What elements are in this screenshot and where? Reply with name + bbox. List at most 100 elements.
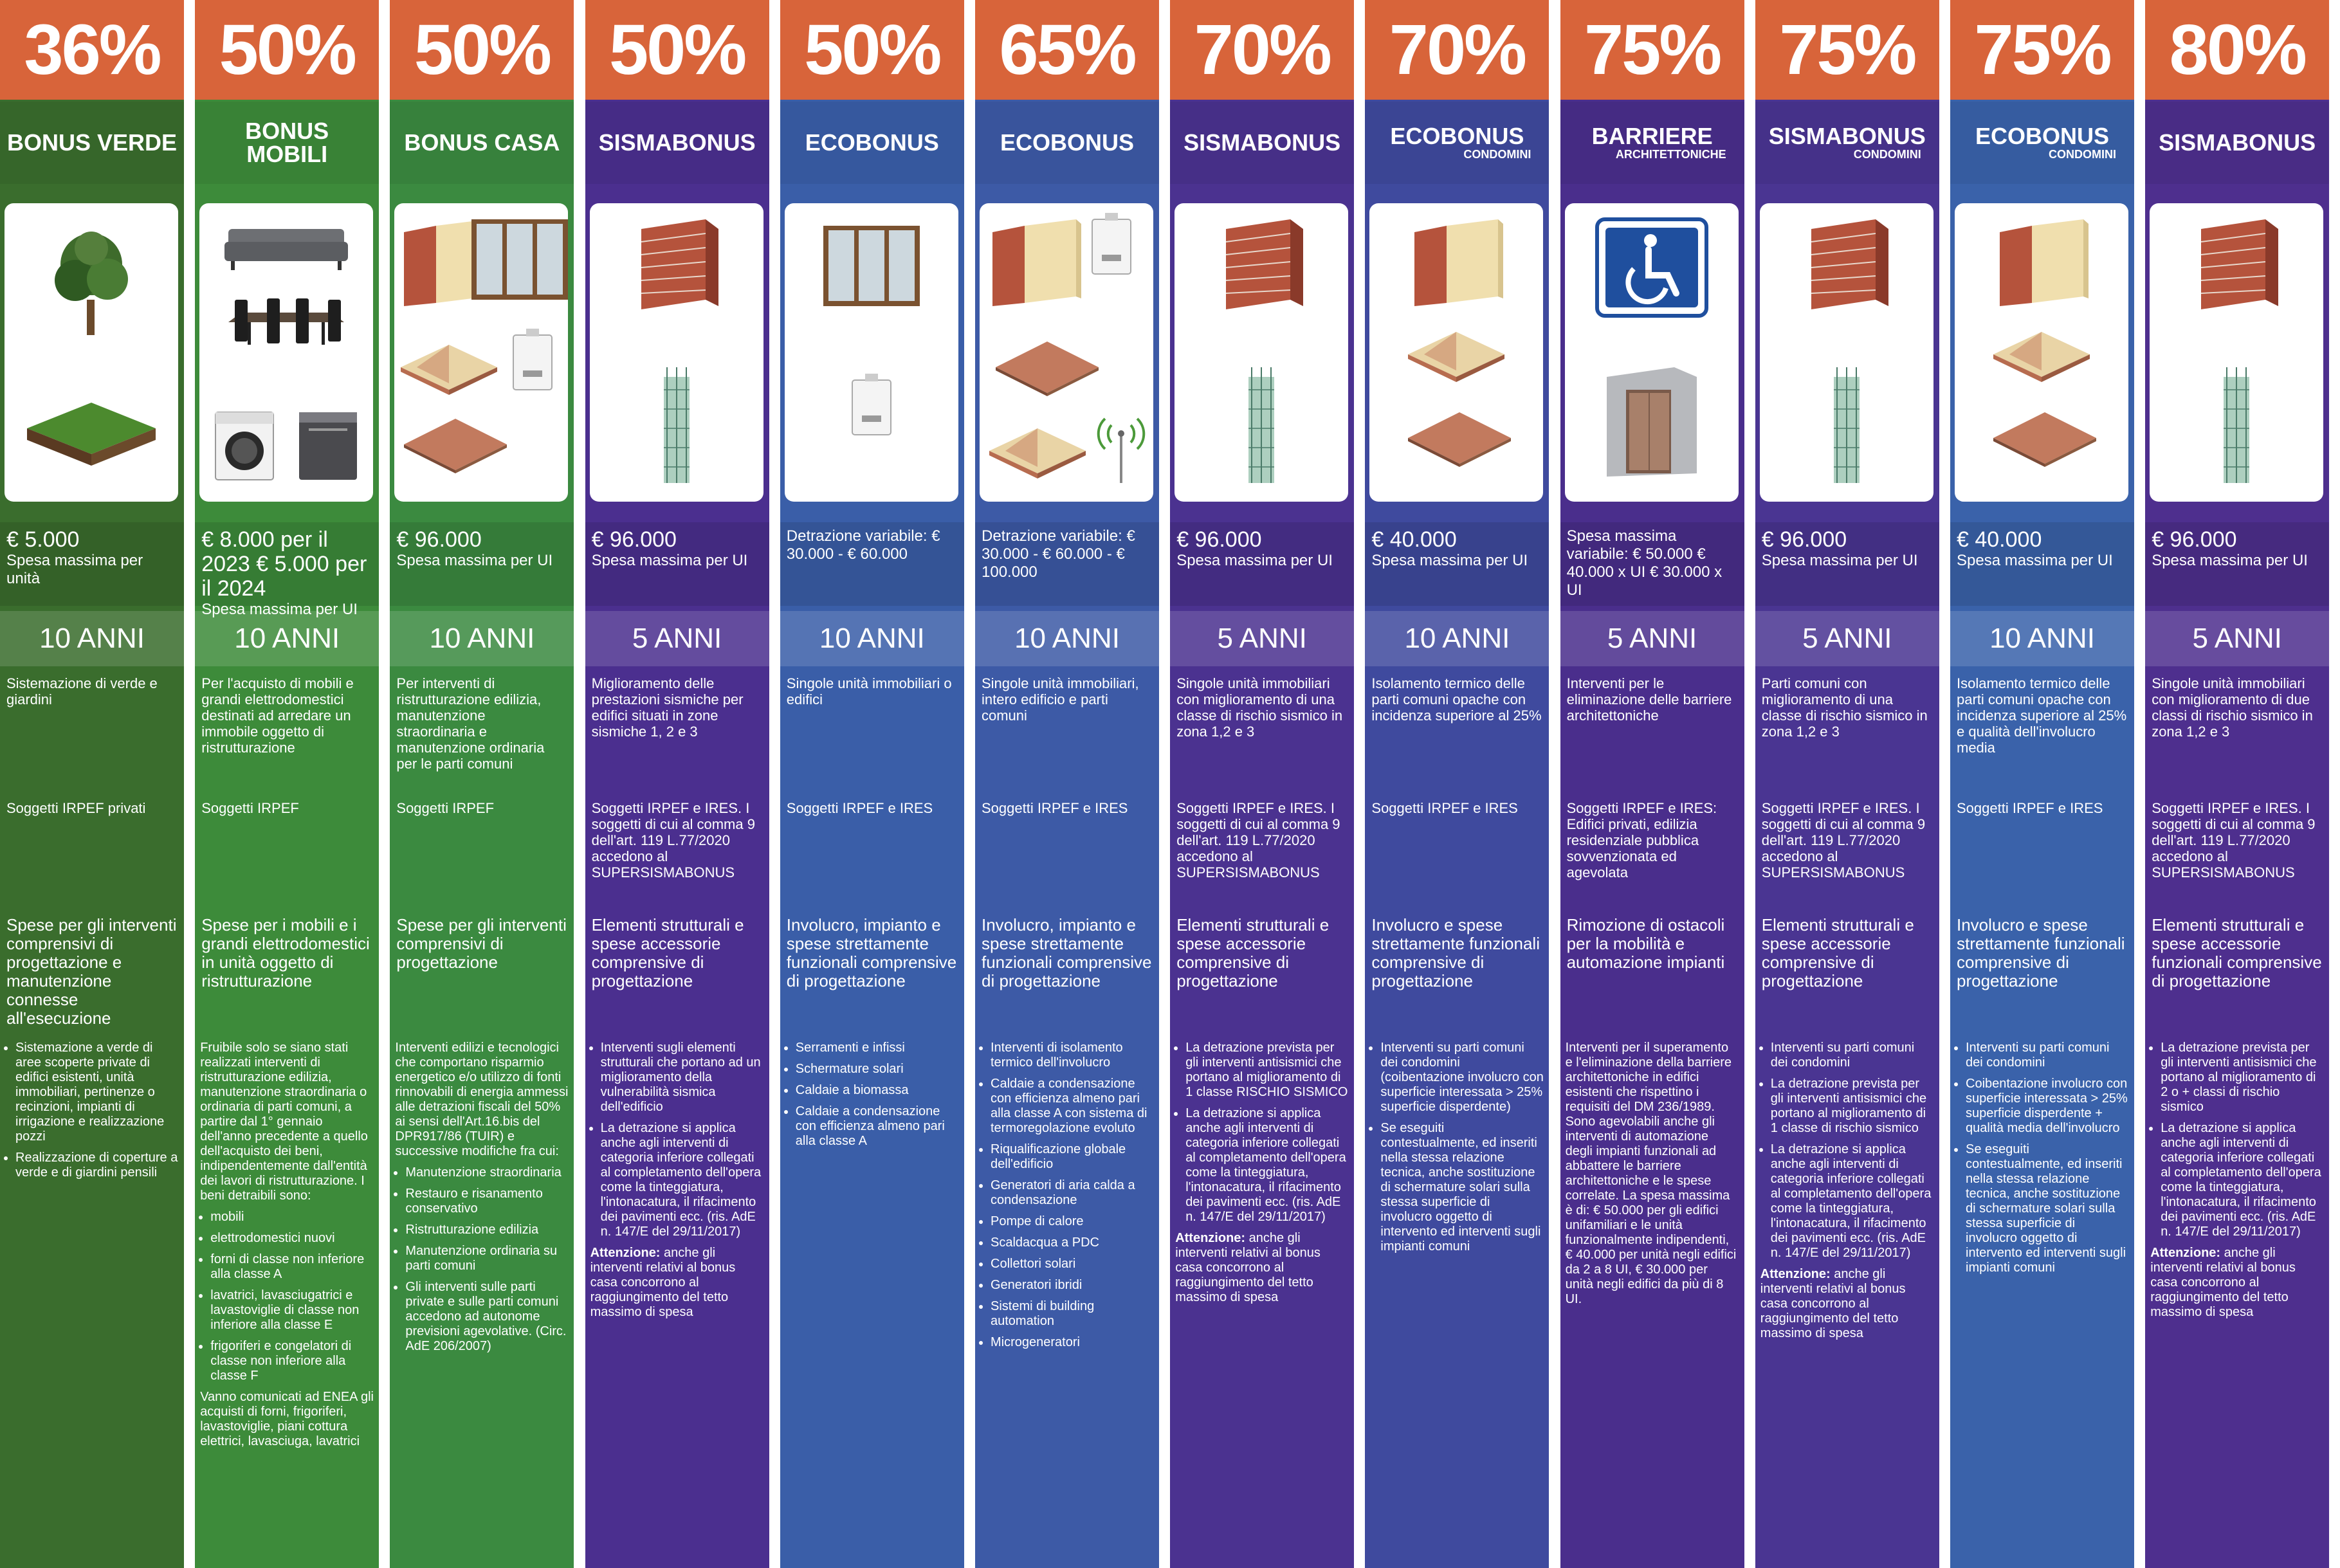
boiler-icon — [1092, 213, 1131, 275]
wall-icon — [2201, 219, 2279, 309]
amount-note: Spesa massima per UI — [1957, 552, 2113, 569]
max-amount: Spesa massima variabile: € 50.000 € 40.0… — [1560, 522, 1744, 606]
bonus-notes: La detrazione prevista per gli intervent… — [1170, 1037, 1354, 1564]
eligible-subjects: Soggetti IRPEF privati — [6, 800, 146, 816]
note-item: Scaldacqua a PDC — [991, 1235, 1154, 1250]
amount-value: € 5.000 — [6, 527, 80, 552]
note-item: frigoriferi e congelatori di classe non … — [210, 1339, 374, 1383]
bonus-subtitle: ARCHITETTONICHE — [1615, 148, 1726, 161]
wall-icon — [641, 219, 718, 309]
max-amount: € 96.000 Spesa massima per UI — [2145, 522, 2330, 606]
note-item: Realizzazione di coperture a verde e di … — [15, 1151, 179, 1180]
roof-icon — [989, 428, 1086, 479]
max-amount: € 40.000 Spesa massima per UI — [1950, 522, 2134, 606]
percent-label: 65% — [975, 0, 1159, 100]
eligible-subjects: Soggetti IRPEF e IRES: Edifici privati, … — [1566, 800, 1717, 880]
illustration-panel — [784, 203, 958, 502]
bonus-title: SISMABONUS — [1170, 102, 1355, 184]
bonus-title: ECOBONUS — [780, 102, 964, 184]
bonus-title: SISMABONUS CONDOMINI — [1755, 102, 1939, 184]
bonus-title-text: BONUS CASA — [404, 129, 560, 156]
attention-note: Attenzione: anche gli interventi relativ… — [1760, 1267, 1934, 1341]
amount-value: € 96.000 — [1761, 527, 1847, 552]
amount-note: Detrazione variabile: € 30.000 - € 60.00… — [982, 527, 1135, 581]
window-icon — [471, 219, 569, 300]
percent-label: 36% — [0, 0, 184, 100]
eligible-expenses: Involucro e spese strettamente funzional… — [1371, 915, 1540, 990]
roof-icon — [1993, 412, 2096, 467]
wheelchair-icon — [1595, 217, 1708, 318]
note-item: Interventi su parti comuni dei condomini… — [1380, 1041, 1544, 1115]
note-paragraph: Fruibile solo se siano stati realizzati … — [200, 1041, 368, 1203]
amount-value: € 40.000 — [1371, 527, 1457, 552]
duration-years: 10 ANNI — [0, 611, 184, 666]
grass-icon — [27, 403, 156, 466]
dishwasher-icon — [299, 412, 358, 480]
amount-note: Spesa massima per UI — [201, 601, 358, 618]
boiler-icon — [513, 329, 553, 390]
eligible-expenses: Involucro e spese strettamente funzional… — [1957, 915, 2125, 990]
notes-list: Serramenti e infissi Schermature solari Ca… — [785, 1041, 959, 1149]
bonus-column: 50% BONUS MOBILI € 8.000 per il 2023 € 5.0… — [195, 0, 379, 1568]
bonus-notes: Sistemazione a verde di aree scoperte pr… — [0, 1037, 184, 1564]
note-paragraph: Interventi edilizi e tecnologici che com… — [395, 1041, 569, 1158]
amount-note: Spesa massima variabile: € 50.000 € 40.0… — [1566, 527, 1723, 599]
attention-note: Attenzione: anche gli interventi relativ… — [2150, 1246, 2324, 1320]
column-icon — [1248, 367, 1275, 483]
percent-label: 70% — [1365, 0, 1549, 100]
washer-icon — [215, 412, 275, 480]
eligible-expenses: Spese per gli interventi comprensivi di … — [6, 915, 177, 1028]
illustration-panel — [1759, 203, 1933, 502]
note-item: La detrazione si applica anche agli inte… — [2161, 1121, 2324, 1239]
percent-label: 75% — [1755, 0, 1939, 100]
attention-text: anche gli interventi relativi al bonus c… — [2150, 1246, 2296, 1319]
note-item: Restauro e risanamento conservativo — [405, 1187, 569, 1216]
bonus-title: SISMABONUS — [585, 102, 769, 184]
percent-label: 80% — [2145, 0, 2330, 100]
illustration-panel — [589, 203, 763, 502]
bonus-description: Miglioramento delle prestazioni sismiche… — [591, 675, 744, 740]
bonus-column: 50% ECOBONUS Detrazione variabile: € 30.00… — [780, 0, 964, 1568]
illustration-panel — [980, 203, 1153, 502]
roof-icon — [401, 345, 498, 395]
bonus-title-text: ECOBONUS — [1975, 123, 2110, 149]
note-item: Gli interventi sulle parti private e sul… — [405, 1280, 569, 1354]
amount-value: € 96.000 — [1176, 527, 1262, 552]
bonus-column: 70% SISMABONUS € 96.000 Spesa massima per U… — [1170, 0, 1355, 1568]
note-item: Schermature solari — [796, 1062, 959, 1077]
wall-icon — [992, 219, 1081, 306]
max-amount: € 8.000 per il 2023 € 5.000 per il 2024 S… — [195, 522, 379, 618]
note-item: Pompe di calore — [991, 1214, 1154, 1229]
bonus-title-text: SISMABONUS — [1184, 129, 1341, 156]
notes-list: La detrazione prevista per gli intervent… — [1175, 1041, 1349, 1225]
bonus-column: 50% BONUS CASA € 96.000 Spesa massima per U… — [390, 0, 574, 1568]
max-amount: € 96.000 Spesa massima per UI — [390, 522, 574, 606]
illustration-panel — [2150, 203, 2324, 502]
duration-years: 10 ANNI — [390, 611, 574, 666]
amount-note: Spesa massima per unità — [6, 552, 143, 587]
bonus-description: Singole unità immobiliari con migliorame… — [1176, 675, 1343, 740]
attention-text: anche gli interventi relativi al bonus c… — [1175, 1231, 1321, 1304]
bonus-title-text: BARRIERE — [1591, 123, 1713, 149]
eligible-subjects: Soggetti IRPEF e IRES — [982, 800, 1128, 816]
illustration-panel — [1175, 203, 1349, 502]
bonus-title-text: ECOBONUS — [805, 129, 939, 156]
bonus-column: 75% BARRIERE ARCHITETTONICHE Spesa massima … — [1560, 0, 1744, 1568]
bonus-title-text: SISMABONUS — [2159, 129, 2316, 156]
percent-label: 75% — [1950, 0, 2134, 100]
bonus-title-text: SISMABONUS — [598, 129, 756, 156]
amount-value: € 8.000 per il 2023 € 5.000 per il 2024 — [201, 527, 367, 601]
note-paragraph: Interventi per il superamento e l'elimin… — [1565, 1041, 1737, 1306]
max-amount: Detrazione variabile: € 30.000 - € 60.00… — [780, 522, 964, 606]
duration-years: 10 ANNI — [975, 611, 1159, 666]
bonus-title: BONUS MOBILI — [195, 102, 379, 184]
eligible-subjects: Soggetti IRPEF e IRES. I soggetti di cui… — [1176, 800, 1340, 880]
bonus-title-text: ECOBONUS — [1000, 129, 1135, 156]
note-item: La detrazione prevista per gli intervent… — [1771, 1077, 1934, 1136]
note-item: Caldaie a condensazione con efficienza a… — [991, 1077, 1154, 1136]
amount-note: Spesa massima per UI — [2152, 552, 2308, 569]
bonus-title: BONUS VERDE — [0, 102, 184, 184]
notes-list: Sistemazione a verde di aree scoperte pr… — [5, 1041, 179, 1180]
note-item: elettrodomestici nuovi — [210, 1231, 374, 1246]
note-item: Interventi di isolamento termico dell'in… — [991, 1041, 1154, 1070]
